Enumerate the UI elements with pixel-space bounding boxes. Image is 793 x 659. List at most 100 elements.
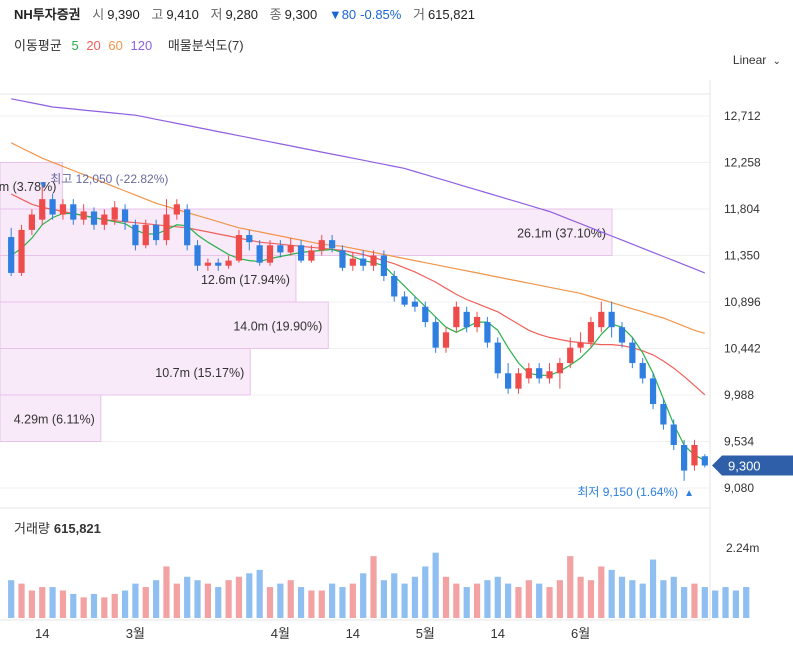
y-tick-label: 10,896 bbox=[724, 295, 761, 309]
volume-profile-label: 10.7m (15.17%) bbox=[155, 366, 244, 380]
ma60-label: 60 bbox=[108, 38, 123, 53]
volume-bar bbox=[308, 590, 315, 618]
y-tick-label: 12,712 bbox=[724, 109, 761, 123]
chevron-down-icon: ⌄ bbox=[772, 56, 781, 67]
y-tick-label: 10,442 bbox=[724, 342, 761, 356]
volume-bar bbox=[256, 569, 263, 618]
change-percent: -0.85% bbox=[360, 7, 402, 22]
volume-bar bbox=[598, 566, 605, 618]
candle-body bbox=[391, 275, 398, 297]
volume-bar bbox=[639, 583, 646, 618]
volume-bar bbox=[59, 590, 67, 618]
x-tick-label: 14 bbox=[491, 626, 505, 641]
volume-bar bbox=[329, 583, 336, 618]
volume-bar bbox=[349, 583, 356, 618]
candle-body bbox=[215, 262, 222, 266]
candle-body bbox=[132, 224, 139, 246]
volume-bar bbox=[567, 556, 574, 618]
volume-bar bbox=[70, 593, 77, 618]
high-marker-arrow: ▼ bbox=[38, 180, 48, 191]
volume-bar bbox=[318, 590, 325, 618]
volume-bar bbox=[660, 580, 667, 618]
volume-bar bbox=[80, 597, 87, 618]
candle-body bbox=[453, 306, 460, 328]
ma60-line bbox=[10, 142, 705, 334]
candle-body bbox=[401, 296, 408, 305]
candle-body bbox=[442, 332, 450, 348]
volume-bar bbox=[184, 576, 191, 618]
candle-body bbox=[360, 258, 367, 266]
candle-body bbox=[577, 342, 584, 348]
volume-bar bbox=[608, 569, 615, 618]
volume-bar bbox=[556, 580, 563, 618]
candle-body bbox=[204, 262, 211, 266]
volume-bar bbox=[722, 587, 729, 618]
volume-bar bbox=[732, 590, 739, 618]
ma120-line bbox=[11, 98, 706, 274]
volume-bar bbox=[743, 587, 750, 618]
volume-bar bbox=[411, 576, 419, 618]
low-marker-arrow: ▲ bbox=[684, 488, 694, 499]
volume-bar bbox=[277, 583, 284, 618]
volume-bar bbox=[215, 587, 222, 618]
volume-bar bbox=[142, 587, 149, 618]
current-price-tag bbox=[712, 455, 793, 476]
volume-bar bbox=[525, 580, 532, 618]
scale-toggle-button[interactable]: Linear ⌄ bbox=[733, 53, 781, 67]
volume-bar bbox=[194, 580, 201, 618]
candle-body bbox=[256, 245, 263, 263]
volume-bar bbox=[163, 566, 170, 618]
candle-body bbox=[70, 204, 77, 220]
low-label: 저 bbox=[210, 7, 223, 22]
candle-body bbox=[246, 235, 253, 243]
y-tick-label: 12,258 bbox=[724, 156, 761, 170]
candle-body bbox=[432, 322, 439, 348]
volume-bar bbox=[39, 587, 46, 618]
volume-bar bbox=[515, 587, 522, 618]
candle-body bbox=[194, 245, 201, 266]
volume-profile-label: 14.0m (19.90%) bbox=[233, 319, 322, 333]
candle-body bbox=[28, 214, 35, 230]
volume-bar bbox=[49, 587, 56, 618]
volume-bar bbox=[360, 573, 367, 618]
volume-bar bbox=[153, 580, 160, 618]
ma20-line bbox=[10, 193, 706, 396]
candle-body bbox=[235, 235, 243, 261]
candle-body bbox=[505, 373, 512, 389]
ma-label[interactable]: 이동평균 bbox=[14, 38, 62, 53]
volume-bar bbox=[432, 552, 439, 618]
volume-bar bbox=[246, 573, 253, 618]
candle-body bbox=[339, 250, 346, 268]
volume-bar bbox=[380, 580, 387, 618]
volume-bar bbox=[463, 587, 470, 618]
candle-body bbox=[598, 311, 605, 328]
volume-bar bbox=[297, 587, 305, 618]
volume-bar bbox=[442, 576, 450, 618]
candle-body bbox=[111, 207, 118, 220]
candle-body bbox=[629, 342, 636, 364]
volume-axis-label: 2.24m bbox=[726, 541, 759, 555]
volume-value: 615,821 bbox=[427, 7, 475, 22]
down-arrow-icon: ▼ bbox=[328, 7, 342, 22]
volume-bar bbox=[453, 583, 460, 618]
high-label: 고 bbox=[151, 7, 164, 22]
volume-profile-bar bbox=[0, 394, 102, 442]
volume-profile-label[interactable]: 매물분석도(7) bbox=[167, 38, 244, 53]
x-tick-label: 5월 bbox=[416, 626, 435, 641]
volume-bar bbox=[577, 576, 584, 618]
volume-bar bbox=[204, 583, 211, 618]
volume-bar bbox=[391, 573, 398, 618]
candle-body bbox=[639, 363, 646, 379]
volume-bar bbox=[370, 556, 377, 618]
low-marker-label: 최저 9,150 (1.64%) bbox=[577, 485, 678, 499]
candle-body bbox=[660, 404, 667, 425]
volume-bar bbox=[235, 576, 243, 618]
candle-body bbox=[556, 363, 563, 374]
candle-body bbox=[153, 224, 160, 241]
high-marker-label: 최고 12,050 (-22.82%) bbox=[50, 172, 168, 186]
candle-body bbox=[567, 347, 574, 364]
volume-bar bbox=[8, 580, 15, 618]
x-tick-label: 6월 bbox=[571, 626, 590, 641]
candle-body bbox=[608, 311, 615, 328]
